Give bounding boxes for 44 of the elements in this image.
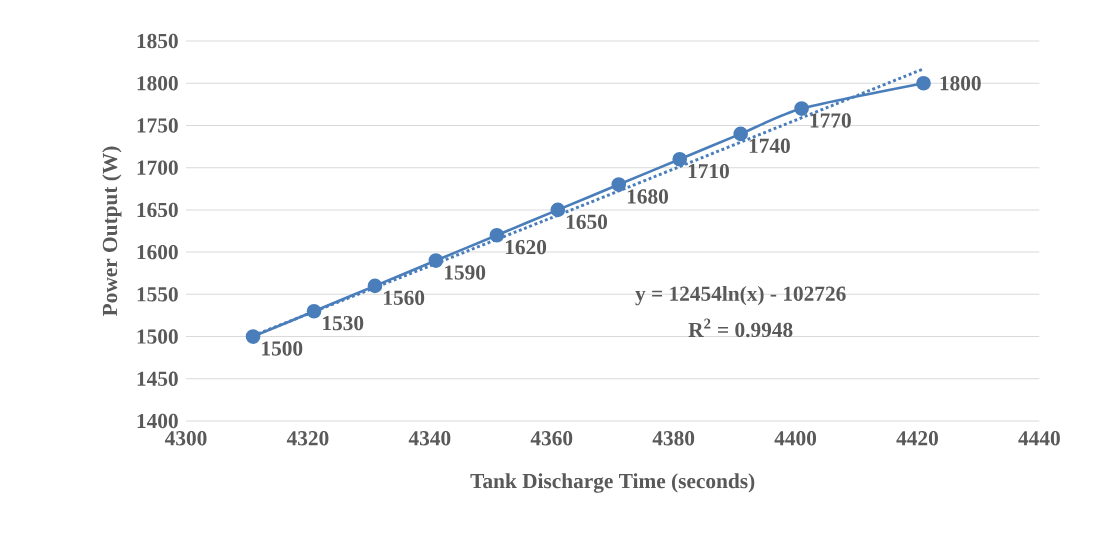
y-tick-label: 1550 <box>137 287 178 302</box>
data-label: 1650 <box>566 214 608 229</box>
y-tick-label: 1650 <box>137 202 178 218</box>
point <box>367 278 383 294</box>
y-tick-label: 1400 <box>137 413 178 429</box>
data-label: 1770 <box>810 113 851 128</box>
y-tick-label: 1750 <box>137 118 178 133</box>
point <box>428 253 444 268</box>
point <box>672 151 688 167</box>
annotation: R$^{2}$ = 0.9948 <box>688 318 793 338</box>
y-tick-label: 1850 <box>137 33 178 49</box>
data-label: 1800 <box>940 76 981 91</box>
annotation: y = 12454ln(x) - 102726 <box>635 285 846 306</box>
data-label: 1680 <box>627 189 668 204</box>
y-tick-label: 1450 <box>137 371 178 386</box>
point <box>550 202 566 218</box>
point <box>489 227 505 243</box>
x-tick-label: 4300 <box>164 431 207 446</box>
y-tick-label: 1500 <box>137 329 178 344</box>
x-tick-label: 4420 <box>896 431 938 446</box>
data-label: 1560 <box>384 290 425 305</box>
y-tick-label: 1600 <box>137 244 178 260</box>
point <box>611 177 627 192</box>
point <box>794 101 809 116</box>
x-tick-label: 4360 <box>530 431 573 446</box>
point <box>733 126 749 142</box>
x-axis-title: Tank Discharge Time (seconds) <box>470 473 755 493</box>
point <box>245 329 261 344</box>
x-tick-label: 4320 <box>286 431 329 446</box>
data-label: 1710 <box>688 163 729 179</box>
data-label: 1530 <box>323 315 364 331</box>
x-tick-label: 4400 <box>774 431 817 446</box>
y-axis-title: Power Output (W) <box>102 146 122 316</box>
point <box>916 75 931 91</box>
data-label: 1620 <box>505 239 547 255</box>
y-tick-label: 1800 <box>137 76 178 91</box>
point <box>306 303 322 319</box>
data-label: 1590 <box>445 265 486 280</box>
x-tick-label: 4440 <box>1018 431 1060 446</box>
x-tick-label: 4340 <box>408 431 451 446</box>
data-label: 1500 <box>262 341 303 356</box>
y-tick-label: 1700 <box>137 160 178 175</box>
x-tick-label: 4380 <box>652 431 695 446</box>
data-label: 1740 <box>749 138 790 153</box>
